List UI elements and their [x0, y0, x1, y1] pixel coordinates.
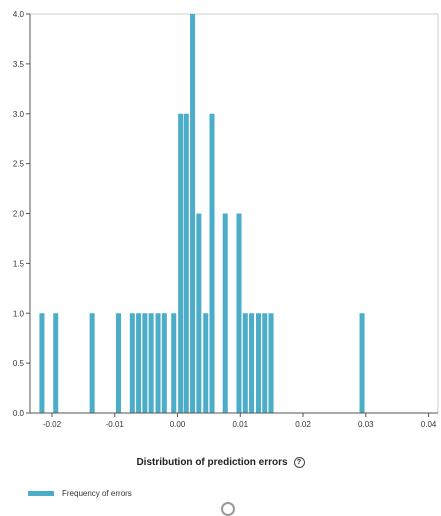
histogram-bar-5 [136, 313, 142, 413]
histogram-bar-10 [171, 313, 177, 413]
spinner-icon [221, 502, 235, 516]
histogram-bar-4 [129, 313, 135, 413]
chart-svg: 0.0 0.5 1.0 1.5 2.0 2.5 3.0 3.5 4.0 -0.02 -0.01 0.0… [13, 10, 439, 429]
histogram-bar-21 [255, 313, 261, 413]
x-tick-label-0: -0.02 [43, 420, 62, 429]
x-tick-label-5: 0.03 [358, 420, 374, 429]
histogram-bar-6 [142, 313, 148, 413]
y-tick-label-1: 0.5 [13, 359, 25, 368]
y-tick-label-5: 2.5 [13, 160, 25, 169]
histogram-bar-17 [222, 213, 228, 413]
legend-swatch [28, 491, 54, 496]
help-circle-icon[interactable]: ? [293, 457, 305, 468]
y-tick-label-7: 3.5 [13, 60, 25, 69]
x-tick-label-4: 0.02 [295, 420, 311, 429]
histogram-bar-14 [196, 213, 202, 413]
x-tick-label-2: 0.00 [170, 420, 186, 429]
histogram-bar-12 [183, 113, 189, 413]
histogram-bar-2 [89, 313, 95, 413]
histogram-bar-11 [178, 113, 184, 413]
histogram-bar-19 [242, 313, 248, 413]
histogram-bar-22 [262, 313, 268, 413]
y-tick-label-8: 4.0 [13, 10, 25, 19]
histogram-bar-20 [249, 313, 255, 413]
histogram-bar-3 [115, 313, 122, 413]
y-tick-label-2: 1.0 [13, 309, 25, 318]
x-tick-label-3: 0.01 [232, 420, 248, 429]
histogram-bar-24 [359, 313, 365, 413]
histogram-bar-23 [268, 313, 274, 413]
y-tick-label-6: 3.0 [13, 110, 25, 119]
legend: Frequency of errors [28, 489, 132, 498]
histogram-bar-15 [203, 313, 209, 413]
histogram-bar-0 [39, 313, 45, 413]
histogram-bar-18 [236, 213, 242, 413]
x-axis-label: Distribution of prediction errors [136, 457, 288, 468]
x-tick-label-6: 0.04 [421, 420, 437, 429]
x-tick-label-1: -0.01 [106, 420, 125, 429]
x-axis-title: Distribution of prediction errors? [0, 457, 441, 468]
histogram-bar-8 [155, 313, 161, 413]
y-tick-label-4: 2.0 [13, 210, 25, 219]
histogram-bar-16 [209, 113, 215, 413]
histogram-bar-7 [148, 313, 154, 413]
histogram-bar-9 [161, 313, 167, 413]
y-tick-label-0: 0.0 [13, 409, 25, 418]
histogram-bar-13 [190, 14, 196, 413]
legend-label: Frequency of errors [62, 489, 132, 498]
y-tick-label-3: 1.5 [13, 259, 25, 268]
histogram-bar-1 [53, 313, 59, 413]
